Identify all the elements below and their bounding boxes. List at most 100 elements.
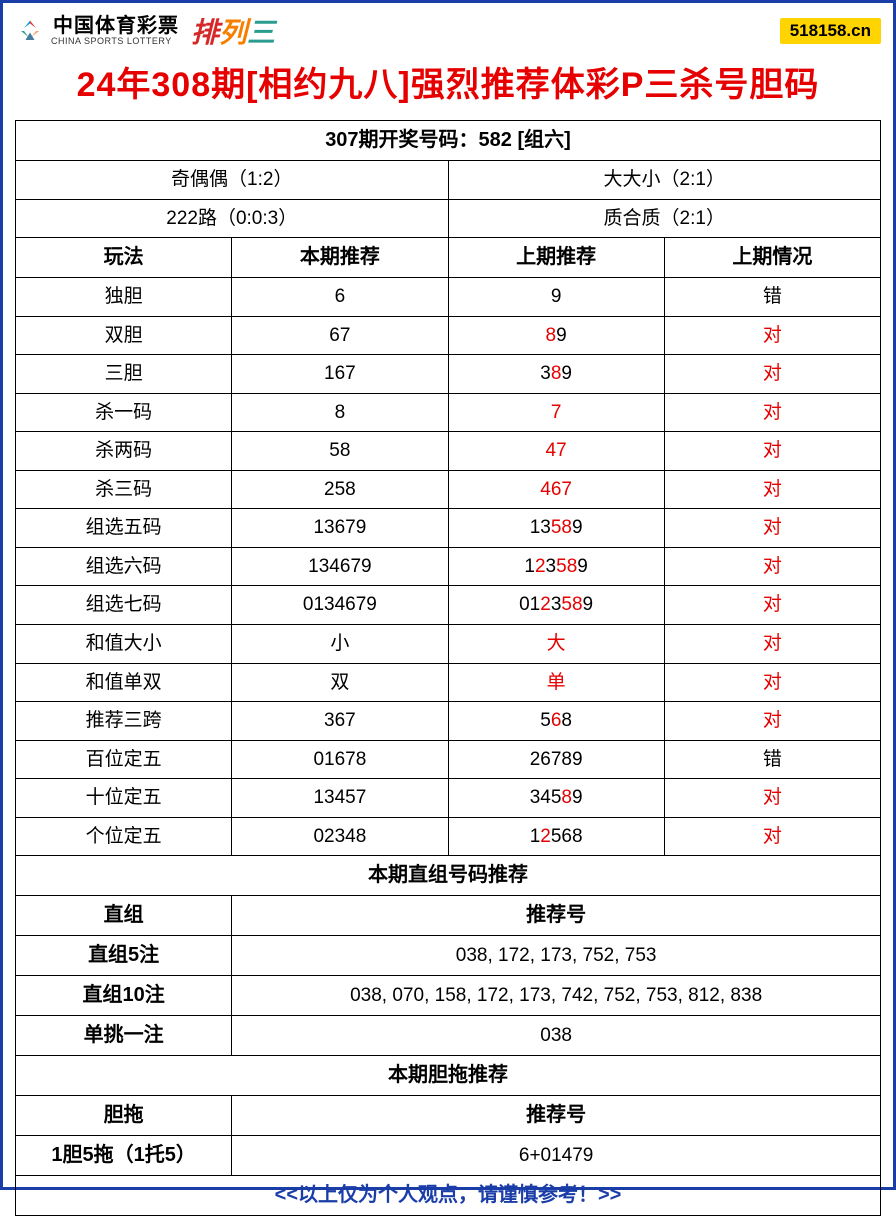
col-header: 玩法 <box>16 238 232 278</box>
prev-status: 对 <box>664 547 880 586</box>
table-row: 杀三码258467对 <box>16 470 881 509</box>
prev-status: 对 <box>664 779 880 818</box>
logo-text: 中国体育彩票 CHINA SPORTS LOTTERY <box>51 15 179 47</box>
prev-status: 对 <box>664 586 880 625</box>
table-row: 双胆6789对 <box>16 316 881 355</box>
current-rec: 134679 <box>232 547 448 586</box>
prev-rec: 389 <box>448 355 664 394</box>
current-rec: 167 <box>232 355 448 394</box>
play-name: 双胆 <box>16 316 232 355</box>
play-name: 和值单双 <box>16 663 232 702</box>
dt-label-col: 胆拖 <box>16 1096 232 1136</box>
dt-name: 1胆5拖（1托5） <box>16 1136 232 1176</box>
logo-en: CHINA SPORTS LOTTERY <box>51 37 179 47</box>
current-rec: 双 <box>232 663 448 702</box>
table-row: 个位定五0234812568对 <box>16 817 881 856</box>
zz-header: 本期直组号码推荐 <box>16 856 881 896</box>
play-name: 推荐三跨 <box>16 702 232 741</box>
prev-rec: 13589 <box>448 509 664 548</box>
prev-rec: 47 <box>448 432 664 471</box>
play-name: 百位定五 <box>16 740 232 779</box>
dt-rec: 6+01479 <box>232 1136 881 1176</box>
table-row: 直组5注038, 172, 173, 752, 753 <box>16 936 881 976</box>
zz-rec-col: 推荐号 <box>232 896 881 936</box>
page-title: 24年308期[相约九八]强烈推荐体彩P三杀号胆码 <box>15 57 881 106</box>
table-row: 1胆5拖（1托5）6+01479 <box>16 1136 881 1176</box>
dt-rec-col: 推荐号 <box>232 1096 881 1136</box>
draw-header: 307期开奖号码：582 [组六] <box>16 121 881 161</box>
current-rec: 67 <box>232 316 448 355</box>
table-row: 组选六码134679123589对 <box>16 547 881 586</box>
col-header: 上期推荐 <box>448 238 664 278</box>
header-row: 中国体育彩票 CHINA SPORTS LOTTERY 排 列 三 518158… <box>15 11 881 51</box>
table-row: 百位定五0167826789错 <box>16 740 881 779</box>
zz-rec: 038 <box>232 1016 881 1056</box>
prev-status: 对 <box>664 355 880 394</box>
prev-status: 对 <box>664 316 880 355</box>
current-rec: 13679 <box>232 509 448 548</box>
current-rec: 8 <box>232 393 448 432</box>
table-row: 三胆167389对 <box>16 355 881 394</box>
play-name: 杀三码 <box>16 470 232 509</box>
current-rec: 367 <box>232 702 448 741</box>
zz-name: 直组10注 <box>16 976 232 1016</box>
zz-rec: 038, 172, 173, 752, 753 <box>232 936 881 976</box>
prev-rec: 34589 <box>448 779 664 818</box>
table-row: 和值单双双单对 <box>16 663 881 702</box>
play-name: 杀两码 <box>16 432 232 471</box>
site-tag: 518158.cn <box>780 18 881 44</box>
prev-status: 对 <box>664 663 880 702</box>
prev-status: 对 <box>664 393 880 432</box>
prev-status: 对 <box>664 817 880 856</box>
prev-rec: 12568 <box>448 817 664 856</box>
table-row: 独胆69错 <box>16 278 881 317</box>
prev-status: 对 <box>664 432 880 471</box>
zz-name: 直组5注 <box>16 936 232 976</box>
logo-area: 中国体育彩票 CHINA SPORTS LOTTERY 排 列 三 <box>15 11 275 51</box>
col-header: 本期推荐 <box>232 238 448 278</box>
prev-status: 错 <box>664 740 880 779</box>
summary-cell: 222路（0:0:3） <box>16 199 449 238</box>
play-name: 三胆 <box>16 355 232 394</box>
summary-cell: 奇偶偶（1:2） <box>16 161 449 200</box>
current-rec: 58 <box>232 432 448 471</box>
zz-label-col: 直组 <box>16 896 232 936</box>
prev-rec: 0123589 <box>448 586 664 625</box>
lottery-logo-icon <box>15 16 45 46</box>
play-name: 独胆 <box>16 278 232 317</box>
play-name: 组选五码 <box>16 509 232 548</box>
current-rec: 6 <box>232 278 448 317</box>
table-row: 直组10注038, 070, 158, 172, 173, 742, 752, … <box>16 976 881 1016</box>
prev-rec: 26789 <box>448 740 664 779</box>
prev-status: 对 <box>664 625 880 664</box>
current-rec: 小 <box>232 625 448 664</box>
prev-rec: 467 <box>448 470 664 509</box>
current-rec: 02348 <box>232 817 448 856</box>
play-name: 个位定五 <box>16 817 232 856</box>
prev-rec: 123589 <box>448 547 664 586</box>
prev-rec: 89 <box>448 316 664 355</box>
prev-rec: 568 <box>448 702 664 741</box>
table-row: 和值大小小大对 <box>16 625 881 664</box>
zz-name: 单挑一注 <box>16 1016 232 1056</box>
table-row: 组选七码01346790123589对 <box>16 586 881 625</box>
col-header: 上期情况 <box>664 238 880 278</box>
play-name: 组选七码 <box>16 586 232 625</box>
dt-header: 本期胆拖推荐 <box>16 1056 881 1096</box>
current-rec: 0134679 <box>232 586 448 625</box>
current-rec: 13457 <box>232 779 448 818</box>
prev-rec: 9 <box>448 278 664 317</box>
prev-rec: 7 <box>448 393 664 432</box>
table-row: 单挑一注038 <box>16 1016 881 1056</box>
current-rec: 258 <box>232 470 448 509</box>
pailie-logo: 排 列 三 <box>191 11 275 51</box>
summary-cell: 质合质（2:1） <box>448 199 881 238</box>
zz-rec: 038, 070, 158, 172, 173, 742, 752, 753, … <box>232 976 881 1016</box>
prev-status: 对 <box>664 470 880 509</box>
table-row: 组选五码1367913589对 <box>16 509 881 548</box>
prev-rec: 单 <box>448 663 664 702</box>
summary-cell: 大大小（2:1） <box>448 161 881 200</box>
table-row: 杀两码5847对 <box>16 432 881 471</box>
table-row: 杀一码87对 <box>16 393 881 432</box>
prev-status: 对 <box>664 509 880 548</box>
